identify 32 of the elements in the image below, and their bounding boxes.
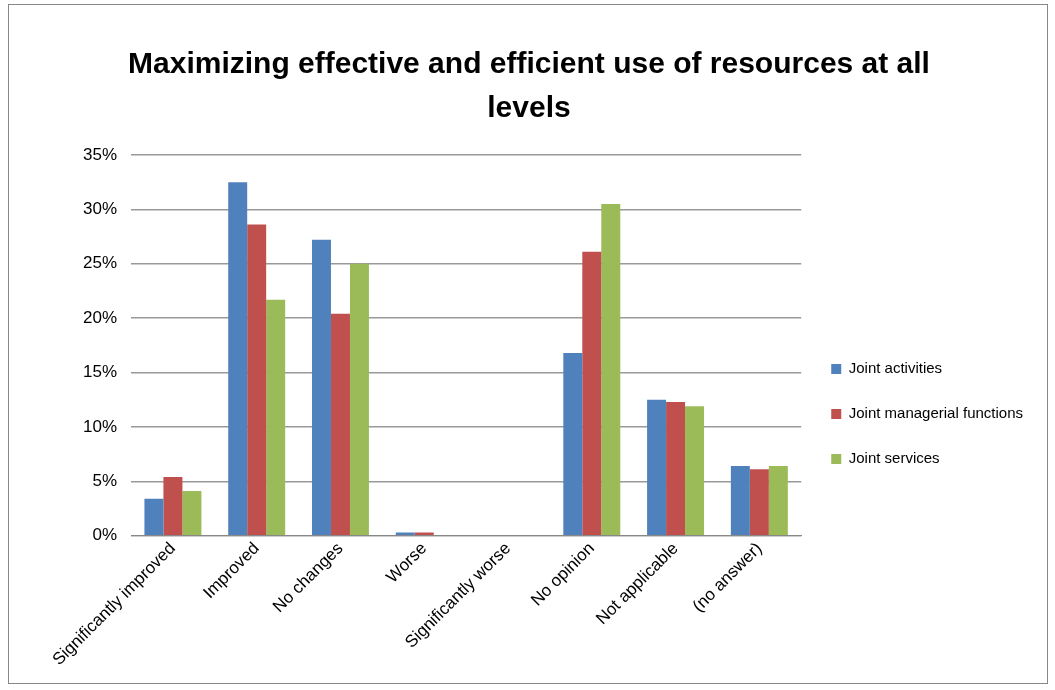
y-tick-label: 35%	[82, 144, 118, 164]
bar	[182, 491, 202, 535]
legend-label: Joint activities	[848, 359, 943, 377]
bar	[582, 251, 602, 535]
bar	[395, 532, 415, 535]
y-tick-label: 30%	[82, 199, 118, 219]
y-tick-label: 0%	[92, 525, 118, 545]
bar	[768, 466, 788, 535]
y-tick-label: 5%	[92, 470, 118, 490]
bar	[647, 399, 667, 535]
y-tick-label: 10%	[82, 416, 118, 436]
legend-label: Joint services	[848, 449, 940, 467]
bar	[563, 352, 583, 535]
bar	[330, 313, 350, 535]
legend-label: Joint managerial functions	[848, 404, 1023, 422]
bar	[163, 476, 183, 535]
y-tick-label: 15%	[82, 362, 118, 382]
y-tick-label: 25%	[82, 253, 118, 273]
bar	[247, 224, 267, 535]
bar	[349, 263, 369, 535]
bar	[666, 401, 686, 535]
bar	[144, 498, 164, 535]
bar	[228, 182, 248, 535]
y-tick-label: 20%	[82, 307, 118, 327]
bar	[749, 469, 769, 535]
bar	[685, 406, 705, 535]
bar	[730, 466, 750, 535]
bar	[266, 299, 286, 535]
bar	[311, 239, 331, 535]
chart-title: Maximizing effective and efficient use of resources at all levels	[127, 45, 931, 125]
bar	[414, 532, 434, 535]
bar	[601, 203, 621, 535]
